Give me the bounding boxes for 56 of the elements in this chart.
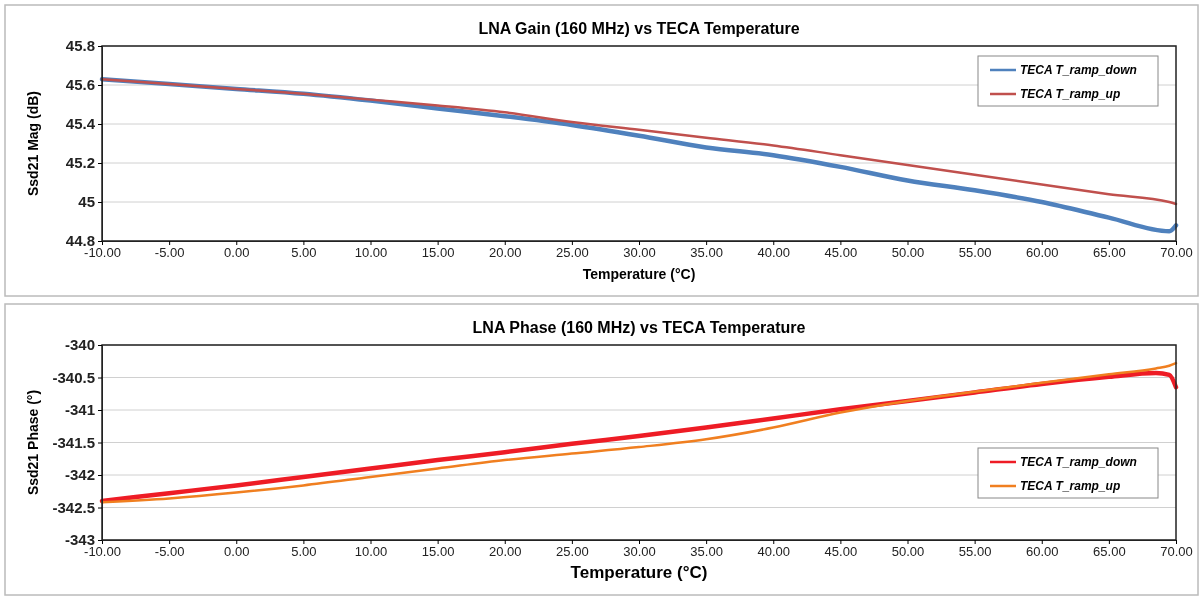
- x-axis-title: Temperature (°C): [582, 266, 696, 282]
- x-tick-label: 55.00: [958, 245, 992, 261]
- x-tick-label: 25.00: [556, 245, 589, 261]
- x-tick-label: 65.00: [1093, 245, 1126, 261]
- x-tick-label: 35.00: [690, 245, 723, 261]
- x-tick-label: 60.00: [1025, 544, 1059, 560]
- x-tick-label: 20.00: [488, 245, 522, 261]
- x-tick-label: 40.00: [757, 245, 791, 261]
- x-tick-label: 0.00: [224, 544, 250, 560]
- x-tick-label: 10.00: [354, 245, 388, 261]
- x-tick-label: 50.00: [891, 245, 925, 261]
- y-tick-label: -340: [64, 336, 95, 354]
- x-tick-label: -10.00: [84, 245, 121, 261]
- chart-title: LNA Phase (160 MHz) vs TECA Temperature: [472, 319, 806, 336]
- x-tick-label: 30.00: [623, 245, 656, 261]
- x-tick-label: 5.00: [291, 544, 317, 560]
- x-tick-label: 45.00: [824, 544, 858, 560]
- x-tick-label: 25.00: [556, 544, 589, 560]
- y-axis-title: Ssd21 Phase (°): [25, 389, 41, 496]
- x-tick-label: 30.00: [623, 544, 656, 560]
- x-tick-label: 15.00: [421, 544, 455, 560]
- x-tick-label: 70.00: [1160, 245, 1193, 261]
- x-tick-label: 70.00: [1160, 544, 1193, 560]
- y-tick-label: -340.5: [52, 368, 95, 386]
- x-tick-label: -5.00: [154, 544, 185, 560]
- y-axis-title: Ssd21 Mag (dB): [25, 90, 41, 197]
- y-tick-label: 45.8: [65, 37, 95, 55]
- x-tick-label: 45.00: [824, 245, 858, 261]
- legend-label: TECA T_ramp_up: [1020, 479, 1121, 493]
- y-tick-label: -341: [64, 401, 95, 419]
- x-tick-label: 60.00: [1025, 245, 1059, 261]
- x-tick-label: 35.00: [690, 544, 723, 560]
- legend-label: TECA T_ramp_down: [1020, 63, 1137, 77]
- x-tick-label: 40.00: [757, 544, 791, 560]
- x-tick-label: 15.00: [421, 245, 455, 261]
- x-tick-label: -5.00: [154, 245, 185, 261]
- x-tick-label: 10.00: [354, 544, 388, 560]
- chart-title: LNA Gain (160 MHz) vs TECA Temperature: [478, 20, 800, 37]
- x-tick-label: 55.00: [958, 544, 992, 560]
- x-tick-label: 5.00: [291, 245, 317, 261]
- y-tick-label: 45.6: [65, 76, 95, 94]
- x-tick-label: 20.00: [488, 544, 522, 560]
- legend-label: TECA T_ramp_down: [1020, 455, 1137, 469]
- y-tick-label: 45.2: [65, 154, 95, 172]
- y-tick-label: 45: [78, 193, 95, 211]
- x-tick-label: 0.00: [224, 245, 250, 261]
- y-tick-label: -342.5: [52, 498, 95, 516]
- x-tick-label: -10.00: [84, 544, 121, 560]
- legend-label: TECA T_ramp_up: [1020, 87, 1121, 101]
- x-axis-title: Temperature (°C): [570, 563, 708, 582]
- x-tick-label: 65.00: [1093, 544, 1126, 560]
- y-tick-label: -341.5: [52, 433, 95, 451]
- y-tick-label: 45.4: [65, 115, 96, 133]
- line-series: [100, 77, 1178, 206]
- y-tick-label: -342: [64, 466, 95, 484]
- x-tick-label: 50.00: [891, 544, 925, 560]
